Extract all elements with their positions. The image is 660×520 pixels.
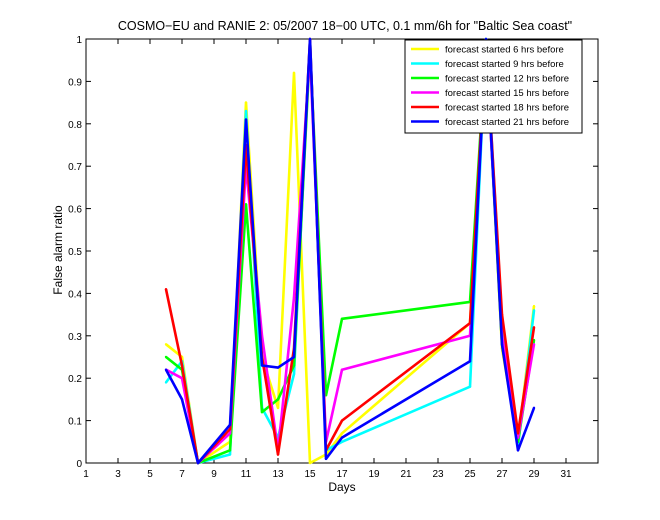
data-point [276, 406, 280, 410]
data-point [308, 37, 312, 41]
legend-label: forecast started 21 hrs before [445, 117, 569, 128]
y-tick-label: 0.4 [68, 289, 82, 300]
y-tick-label: 0.9 [68, 77, 82, 88]
legend-label: forecast started 18 hrs before [445, 103, 569, 114]
data-point [228, 432, 232, 435]
legend-item: forecast started 15 hrs before [411, 88, 569, 99]
data-point [228, 449, 232, 452]
legend-label: forecast started 15 hrs before [445, 88, 569, 99]
legend-box [404, 39, 583, 134]
data-point [340, 368, 344, 371]
data-point [228, 427, 232, 431]
y-tick-label: 0.6 [68, 205, 82, 216]
y-tick-label: 0.3 [68, 332, 82, 343]
data-point [532, 343, 536, 346]
y-tick-label: 0.7 [68, 162, 82, 173]
data-point [340, 317, 344, 321]
x-tick-label: 1 [83, 469, 89, 480]
data-point [532, 326, 536, 329]
data-point [244, 203, 248, 206]
x-tick-label: 13 [272, 469, 284, 480]
data-point [292, 355, 296, 359]
data-point [532, 304, 536, 308]
data-point [244, 109, 248, 113]
data-point [276, 366, 280, 369]
axis-ticks: 1 3 5 7 9 11 13 15 17 19 21 23 25 27 29 3100.10.20.30.4… [68, 35, 598, 480]
data-point [340, 436, 344, 439]
data-point [292, 364, 296, 367]
x-tick-label: 31 [560, 469, 572, 480]
data-point [340, 419, 344, 422]
data-point [244, 101, 248, 104]
data-point [324, 457, 328, 460]
data-point [468, 360, 472, 363]
data-point [340, 440, 344, 443]
data-point [228, 423, 232, 427]
legend-label: forecast started 9 hrs before [445, 59, 564, 70]
x-tick-label: 29 [528, 469, 540, 480]
x-tick-label: 7 [179, 469, 185, 480]
y-tick-label: 0.2 [68, 374, 82, 385]
data-point [164, 368, 168, 371]
legend-item: forecast started 21 hrs before [411, 117, 569, 128]
series-6 [164, 37, 536, 465]
data-series [164, 37, 536, 465]
y-tick-label: 0.5 [68, 247, 82, 258]
legend-item: forecast started 18 hrs before [411, 103, 569, 114]
series-line [164, 37, 536, 465]
data-point [500, 343, 504, 346]
legend-item: forecast started 9 hrs before [411, 59, 564, 70]
data-point [180, 398, 184, 401]
data-point [308, 461, 312, 465]
y-tick-label: 1 [76, 35, 82, 46]
x-tick-label: 3 [115, 469, 121, 480]
x-tick-label: 23 [432, 469, 444, 480]
data-point [244, 118, 248, 121]
data-point [228, 453, 232, 456]
legend-item: forecast started 6 hrs before [411, 45, 564, 56]
data-point [164, 343, 168, 346]
x-tick-label: 15 [304, 469, 316, 480]
data-point [276, 398, 280, 401]
data-point [292, 71, 296, 75]
data-point [276, 453, 280, 456]
data-point [260, 410, 264, 414]
x-tick-label: 11 [241, 469, 252, 480]
data-point [292, 296, 296, 299]
data-point [468, 385, 472, 388]
data-point [292, 372, 296, 376]
legend-item: forecast started 12 hrs before [411, 74, 569, 85]
data-point [164, 355, 168, 359]
x-tick-label: 19 [368, 469, 380, 480]
data-point [180, 377, 184, 380]
chart-title: COSMO−EU and RANIE 2: 05/2007 18−00 UTC,… [118, 19, 572, 33]
x-tick-label: 5 [147, 469, 153, 480]
data-point [196, 461, 200, 465]
data-point [532, 309, 536, 312]
x-tick-label: 17 [336, 469, 348, 480]
data-point [260, 364, 264, 367]
x-tick-label: 27 [496, 469, 508, 480]
legend-label: forecast started 6 hrs before [445, 45, 564, 56]
y-tick-label: 0.1 [68, 417, 82, 428]
x-tick-label: 9 [211, 469, 217, 480]
data-point [164, 381, 168, 384]
legend: forecast started 6 hrs before forecast st… [404, 39, 583, 134]
data-point [180, 364, 184, 367]
x-tick-label: 21 [400, 469, 412, 480]
data-point [516, 432, 520, 435]
data-point [340, 432, 344, 435]
data-point [164, 287, 168, 291]
data-point [516, 449, 520, 452]
y-tick-label: 0.8 [68, 120, 82, 131]
x-axis-label: Days [328, 480, 355, 494]
legend-label: forecast started 12 hrs before [445, 74, 569, 85]
y-tick-label: 0 [76, 459, 82, 470]
x-tick-label: 25 [464, 469, 476, 480]
data-point [532, 406, 536, 410]
y-axis-label: False alarm ratio [51, 205, 65, 295]
